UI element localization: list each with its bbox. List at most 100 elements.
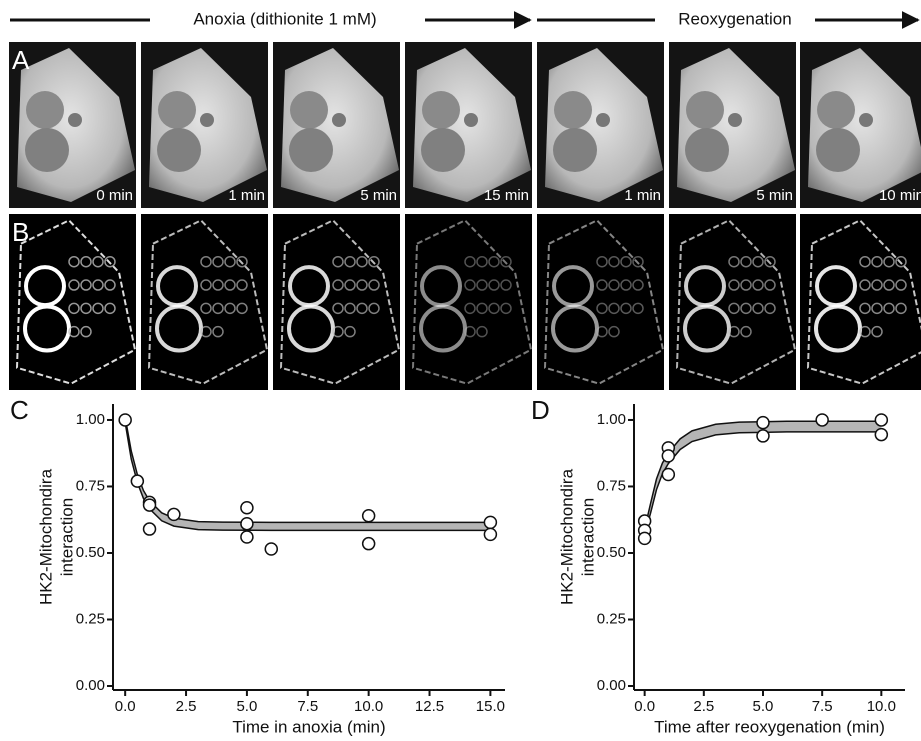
data-point — [264, 542, 279, 556]
mito — [104, 302, 116, 315]
cell — [806, 219, 921, 385]
fit-band — [125, 417, 491, 531]
mito — [632, 255, 644, 268]
data-point — [661, 467, 676, 482]
mito — [728, 302, 740, 315]
panel-bg — [800, 214, 921, 390]
mito — [368, 279, 380, 291]
mito — [740, 279, 752, 291]
data-point — [142, 522, 157, 536]
mito — [200, 302, 212, 315]
nucleus — [816, 128, 860, 172]
mito — [895, 279, 907, 291]
mito — [224, 279, 236, 291]
mito — [871, 279, 883, 291]
image-panel — [141, 214, 268, 390]
x-axis-label: Time in anoxia (min) — [232, 717, 385, 736]
y-tick-label: 0.50 — [597, 544, 626, 561]
mito — [488, 255, 500, 268]
mito — [212, 255, 224, 268]
mito — [500, 279, 512, 291]
mito — [859, 325, 871, 338]
mito — [236, 279, 248, 291]
nucleus — [158, 91, 196, 129]
nucleus — [26, 91, 64, 129]
nucleus — [814, 304, 862, 353]
mito — [212, 279, 224, 291]
mito — [895, 302, 907, 315]
mito — [596, 255, 608, 268]
mito — [859, 302, 871, 315]
mito — [464, 279, 476, 291]
mito — [368, 255, 380, 268]
nucleus — [25, 128, 69, 172]
mito — [68, 279, 80, 291]
mito — [224, 255, 236, 268]
data-point — [130, 474, 145, 488]
mito — [356, 279, 368, 291]
mito — [344, 279, 356, 291]
mito — [92, 279, 104, 291]
panel-bg — [273, 214, 400, 390]
mito — [728, 255, 740, 268]
data-point — [874, 413, 889, 427]
nucleus — [859, 113, 873, 127]
time-label: 5 min — [756, 187, 793, 204]
time-label: 1 min — [228, 187, 265, 204]
mito — [356, 302, 368, 315]
image-panel — [537, 214, 664, 390]
x-tick-label: 7.5 — [812, 698, 833, 715]
nucleus — [290, 91, 328, 129]
cell — [675, 219, 796, 385]
x-tick-label: 5.0 — [753, 698, 774, 715]
mito — [740, 302, 752, 315]
cell — [279, 219, 400, 385]
mito — [620, 279, 632, 291]
panel-bg — [405, 214, 532, 390]
data-point — [240, 530, 254, 544]
x-tick-label: 7.5 — [297, 698, 318, 715]
panel-bg — [669, 214, 796, 390]
mito — [596, 302, 608, 315]
mito — [68, 302, 80, 315]
mito — [500, 255, 512, 268]
y-tick-label: 0.50 — [76, 544, 105, 561]
x-tick-label: 10.0 — [867, 698, 896, 715]
nucleus — [23, 304, 71, 353]
image-panel — [405, 214, 532, 390]
mito — [464, 255, 476, 268]
mito — [608, 325, 620, 338]
y-axis-label: HK2-Mitochondira — [557, 468, 576, 605]
mito — [332, 255, 344, 268]
mito — [632, 279, 644, 291]
y-axis-label: HK2-Mitochondira — [36, 468, 55, 605]
mito — [476, 302, 488, 315]
mito — [871, 325, 883, 338]
mito — [104, 279, 116, 291]
mito — [608, 255, 620, 268]
mito — [752, 255, 764, 268]
nucleus — [287, 304, 335, 353]
mito — [80, 325, 92, 338]
image-panel — [537, 42, 664, 208]
data-point — [756, 415, 770, 430]
y-axis-label: interaction — [57, 498, 76, 576]
mito — [332, 302, 344, 315]
mito — [871, 302, 883, 315]
mito — [488, 302, 500, 315]
mito — [608, 302, 620, 315]
mito — [200, 325, 212, 338]
mito — [92, 302, 104, 315]
mito — [212, 302, 224, 315]
mito — [632, 302, 644, 315]
data-point — [483, 527, 498, 542]
image-panel — [273, 42, 400, 208]
mito — [344, 302, 356, 315]
x-tick-label: 0.0 — [634, 698, 655, 715]
time-label: 0 min — [96, 187, 133, 204]
fit-upper — [124, 417, 491, 524]
mito — [236, 255, 248, 268]
nucleus — [289, 128, 333, 172]
mito — [859, 279, 871, 291]
data-point — [815, 413, 829, 427]
